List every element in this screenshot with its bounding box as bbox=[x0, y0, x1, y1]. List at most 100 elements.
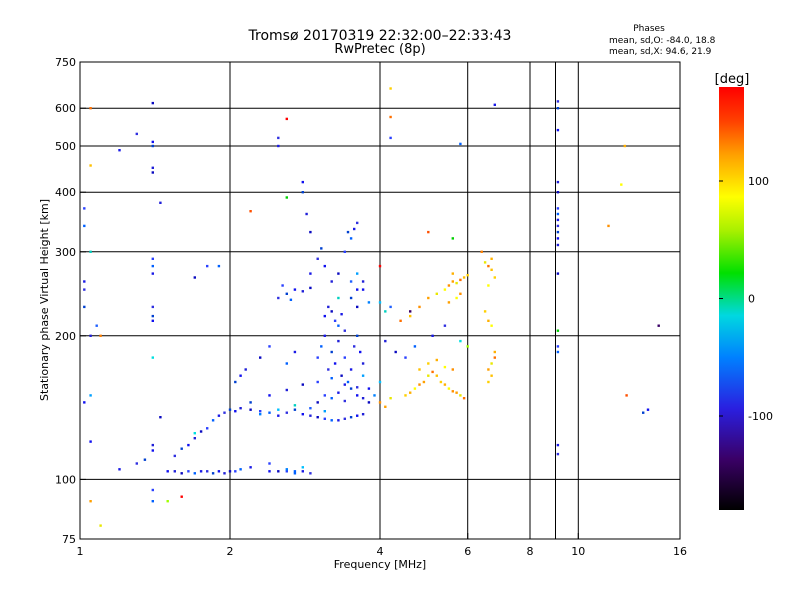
data-point bbox=[234, 470, 237, 473]
data-point bbox=[431, 370, 434, 374]
data-point bbox=[493, 276, 496, 279]
data-point bbox=[447, 301, 451, 304]
data-point bbox=[293, 408, 297, 411]
data-point bbox=[333, 319, 337, 322]
data-point bbox=[487, 264, 490, 268]
data-point bbox=[187, 470, 190, 473]
data-point bbox=[493, 103, 496, 106]
data-point bbox=[323, 264, 326, 268]
data-point bbox=[277, 144, 280, 148]
data-point bbox=[206, 264, 209, 268]
data-point bbox=[490, 257, 493, 260]
data-point bbox=[373, 394, 376, 397]
x-tick-label: 10 bbox=[571, 545, 585, 558]
data-point bbox=[556, 224, 560, 228]
data-point bbox=[556, 345, 560, 348]
data-point bbox=[361, 288, 365, 291]
data-point bbox=[487, 319, 490, 322]
data-point bbox=[399, 319, 402, 322]
y-tick-label: 750 bbox=[55, 56, 76, 69]
data-point bbox=[556, 237, 560, 240]
data-point bbox=[159, 201, 162, 204]
data-point bbox=[281, 284, 284, 287]
y-tick-label: 300 bbox=[55, 246, 76, 259]
data-point bbox=[337, 419, 340, 422]
colorbar-ticks: 100 0 -100 bbox=[719, 175, 773, 423]
data-point bbox=[466, 274, 469, 277]
data-point bbox=[173, 470, 176, 473]
data-point bbox=[337, 296, 340, 300]
data-point bbox=[301, 466, 304, 469]
data-point bbox=[173, 454, 176, 458]
data-point bbox=[285, 388, 288, 392]
data-point bbox=[95, 324, 98, 327]
data-point bbox=[487, 284, 490, 287]
data-point bbox=[268, 394, 271, 397]
data-point bbox=[293, 288, 297, 291]
data-point bbox=[490, 324, 493, 327]
data-point bbox=[301, 290, 304, 293]
data-point bbox=[211, 419, 215, 422]
data-point bbox=[340, 374, 343, 377]
data-point bbox=[330, 397, 333, 400]
data-point bbox=[361, 413, 365, 416]
data-point bbox=[193, 472, 196, 475]
data-point bbox=[657, 324, 660, 327]
data-point bbox=[556, 207, 560, 210]
data-point bbox=[413, 345, 417, 348]
data-point bbox=[323, 417, 326, 420]
y-axis-label: Stationary phase Virtual Height [km] bbox=[38, 199, 51, 401]
data-point bbox=[349, 416, 353, 419]
data-point bbox=[293, 472, 297, 475]
data-point bbox=[323, 410, 326, 413]
x-tick-label: 6 bbox=[464, 545, 471, 558]
data-point bbox=[418, 383, 421, 386]
data-point bbox=[285, 362, 288, 365]
data-point bbox=[356, 288, 359, 291]
data-point bbox=[490, 374, 493, 377]
data-point bbox=[217, 470, 221, 473]
data-point bbox=[451, 272, 454, 275]
data-point bbox=[384, 405, 387, 408]
data-point bbox=[333, 362, 337, 365]
data-point bbox=[301, 180, 304, 184]
data-point bbox=[323, 314, 326, 318]
data-point bbox=[206, 427, 209, 430]
data-point bbox=[83, 288, 86, 291]
data-point bbox=[418, 368, 421, 371]
data-point bbox=[447, 284, 451, 287]
data-point bbox=[118, 149, 121, 152]
data-point bbox=[151, 319, 154, 322]
data-point bbox=[301, 413, 304, 416]
data-point bbox=[353, 345, 356, 348]
data-point bbox=[259, 413, 262, 416]
data-point bbox=[309, 407, 312, 410]
data-point bbox=[199, 430, 203, 433]
data-point bbox=[293, 350, 297, 354]
data-point bbox=[556, 107, 560, 110]
data-point bbox=[356, 305, 359, 309]
data-point bbox=[327, 305, 330, 309]
data-point bbox=[459, 339, 462, 343]
data-point bbox=[143, 458, 147, 461]
data-point bbox=[490, 268, 493, 271]
data-point bbox=[443, 383, 447, 386]
data-point bbox=[217, 264, 221, 268]
x-tick-label: 16 bbox=[673, 545, 687, 558]
data-point bbox=[151, 500, 154, 503]
data-point bbox=[367, 301, 371, 304]
data-point bbox=[301, 383, 304, 386]
data-point bbox=[159, 416, 162, 419]
data-point bbox=[285, 292, 288, 295]
data-point bbox=[409, 391, 412, 394]
data-point bbox=[217, 414, 221, 417]
y-tick-label: 600 bbox=[55, 102, 76, 115]
data-point bbox=[427, 374, 430, 377]
data-point bbox=[646, 408, 650, 411]
data-point bbox=[277, 408, 280, 411]
data-point bbox=[330, 280, 333, 283]
data-point bbox=[451, 280, 454, 283]
data-point bbox=[343, 329, 346, 332]
data-point bbox=[556, 230, 560, 234]
data-point bbox=[199, 470, 203, 473]
